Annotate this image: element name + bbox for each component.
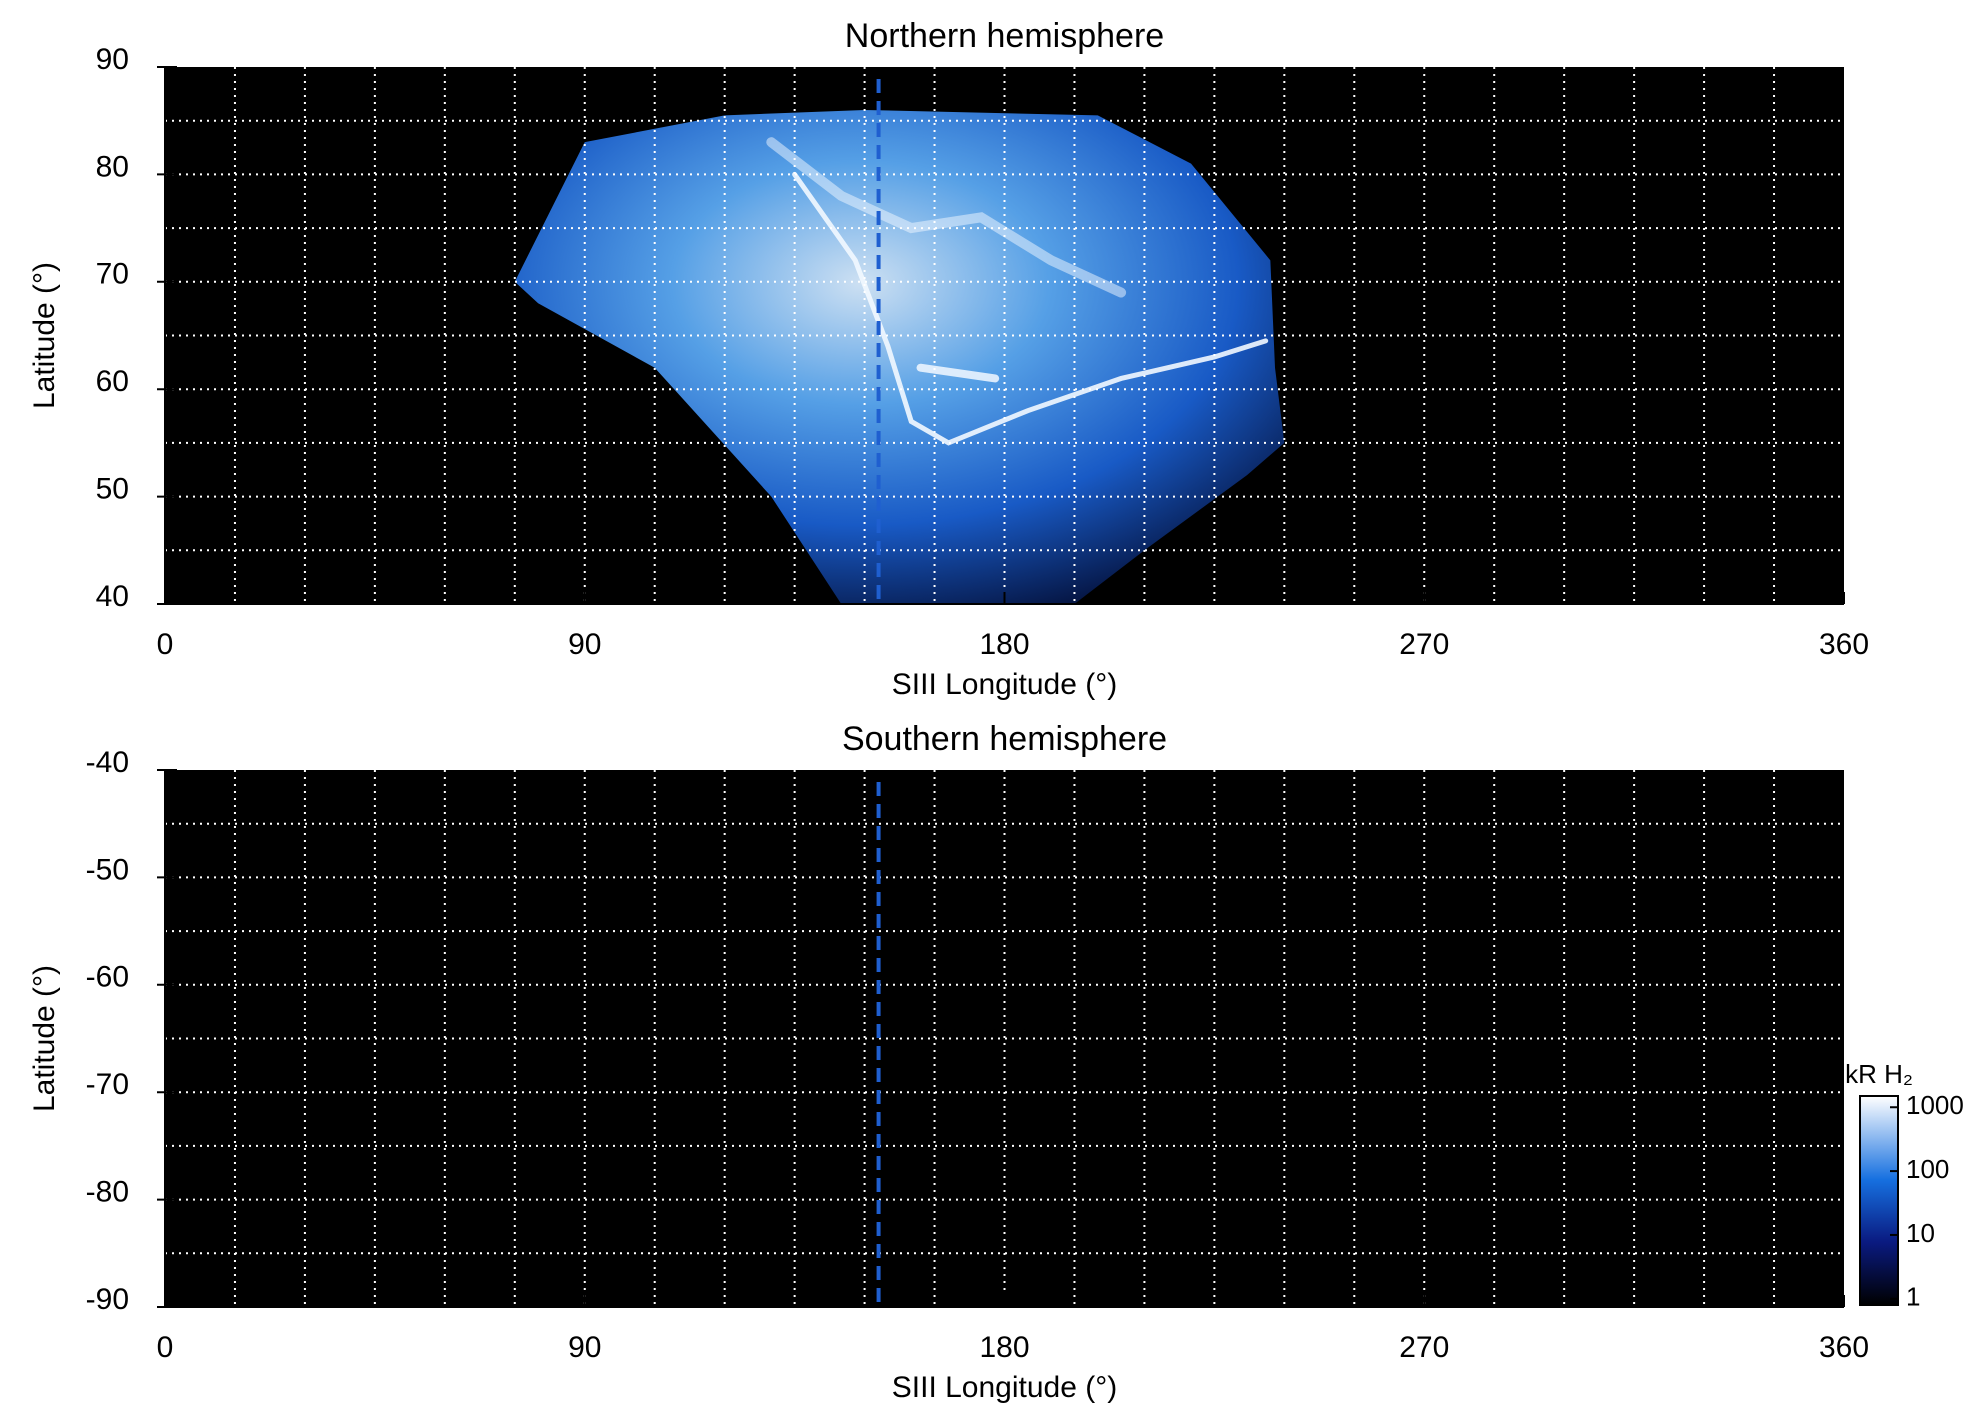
- y-tick-label: -90: [86, 1283, 129, 1316]
- plot-area: [165, 770, 1844, 1307]
- x-axis-label: SIII Longitude (°): [892, 668, 1117, 701]
- x-tick-label: 270: [1399, 628, 1449, 661]
- y-tick-label: 70: [96, 258, 129, 291]
- chart-title: Northern hemisphere: [845, 17, 1164, 55]
- x-tick-label: 360: [1819, 1331, 1869, 1364]
- x-tick-label: 180: [979, 628, 1029, 661]
- colorbar-tick-label: 10: [1906, 1218, 1935, 1248]
- y-tick-label: 60: [96, 365, 129, 398]
- colorbar-tick-label: 1000: [1906, 1090, 1964, 1120]
- colorbar-label: kR H₂: [1845, 1059, 1913, 1089]
- x-axis-label: SIII Longitude (°): [892, 1371, 1117, 1404]
- x-tick-label: 0: [157, 1331, 174, 1364]
- y-tick-label: -80: [86, 1176, 129, 1209]
- colorbar: [1859, 1095, 1899, 1306]
- y-tick-label: -60: [86, 961, 129, 994]
- y-axis-label: Latitude (°): [28, 965, 61, 1112]
- y-tick-label: 80: [96, 150, 129, 183]
- colorbar-tick-label: 1: [1906, 1282, 1920, 1312]
- y-axis-label: Latitude (°): [28, 262, 61, 409]
- aurora-oval: [792, 171, 1269, 446]
- y-tick-label: 40: [96, 580, 129, 613]
- y-tick-label: 90: [96, 43, 129, 76]
- x-tick-label: 180: [979, 1331, 1029, 1364]
- x-tick-label: 90: [568, 628, 601, 661]
- x-tick-label: 0: [157, 628, 174, 661]
- y-tick-label: -40: [86, 746, 129, 779]
- aurora-emission: [514, 109, 1285, 605]
- y-tick-label: 50: [96, 473, 129, 506]
- colorbar-tick-label: 100: [1906, 1154, 1949, 1184]
- chart-title: Southern hemisphere: [842, 720, 1167, 758]
- x-tick-label: 360: [1819, 628, 1869, 661]
- y-tick-label: -50: [86, 853, 129, 886]
- x-tick-label: 270: [1399, 1331, 1449, 1364]
- aurora-oval: [766, 137, 1127, 298]
- x-tick-label: 90: [568, 1331, 601, 1364]
- y-tick-label: -70: [86, 1068, 129, 1101]
- aurora-oval: [916, 363, 1000, 383]
